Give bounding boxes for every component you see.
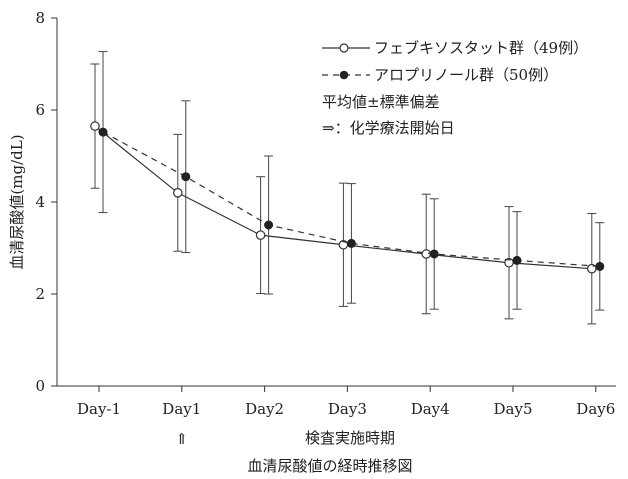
y-tick-label: 2 bbox=[35, 285, 45, 303]
x-tick-label: Day3 bbox=[328, 400, 367, 418]
data-point-febuxostat bbox=[421, 249, 431, 259]
data-point-febuxostat bbox=[255, 230, 266, 240]
x-tick-label: Day-1 bbox=[77, 400, 121, 418]
data-point-febuxostat bbox=[90, 121, 100, 131]
x-tick-label: Day6 bbox=[576, 400, 615, 418]
data-point-allopurinol bbox=[512, 255, 522, 265]
figure-caption: 血清尿酸値の経時推移図 bbox=[247, 457, 412, 475]
legend-label-febuxostat: フェブキソスタット群（49例） bbox=[374, 39, 588, 57]
data-point-allopurinol bbox=[346, 238, 356, 248]
data-point-allopurinol bbox=[429, 249, 439, 259]
series-febuxostat bbox=[90, 63, 597, 325]
y-axis-label: 血清尿酸値(mg/dL) bbox=[8, 134, 26, 269]
legend-note-mean-sd: 平均値±標準偏差 bbox=[322, 93, 440, 111]
x-axis-label: 検査実施時期 bbox=[305, 429, 395, 447]
x-tick-label: Day1 bbox=[162, 400, 201, 418]
legend-label-allopurinol: アロプリノール群（50例） bbox=[374, 66, 558, 84]
y-tick-label: 4 bbox=[35, 193, 45, 211]
legend-marker-allopurinol bbox=[339, 70, 349, 80]
y-tick-label: 0 bbox=[35, 377, 45, 395]
data-point-allopurinol bbox=[595, 261, 605, 271]
legend: フェブキソスタット群（49例） アロプリノール群（50例） 平均値±標準偏差 ⇒… bbox=[322, 39, 588, 137]
x-tick-label: Day2 bbox=[245, 400, 284, 418]
data-point-allopurinol bbox=[98, 127, 108, 137]
x-ticks: Day-1 Day1 Day2 Day3 Day4 Day5 Day6 bbox=[77, 386, 615, 418]
data-point-febuxostat bbox=[173, 188, 183, 198]
series-allopurinol bbox=[98, 51, 605, 311]
data-point-allopurinol bbox=[264, 220, 274, 230]
series-layer bbox=[90, 51, 605, 325]
y-ticks: 0 2 4 6 8 bbox=[35, 9, 57, 395]
x-tick-label: Day5 bbox=[494, 400, 533, 418]
x-tick-label: Day4 bbox=[411, 400, 450, 418]
legend-note-chemo-start: ⇒：化学療法開始日 bbox=[322, 119, 455, 137]
y-tick-label: 6 bbox=[35, 101, 45, 119]
legend-marker-febuxostat bbox=[339, 43, 349, 53]
data-point-allopurinol bbox=[181, 172, 191, 182]
y-tick-label: 8 bbox=[35, 9, 45, 27]
chemo-start-arrow: ⇑ bbox=[176, 430, 189, 448]
